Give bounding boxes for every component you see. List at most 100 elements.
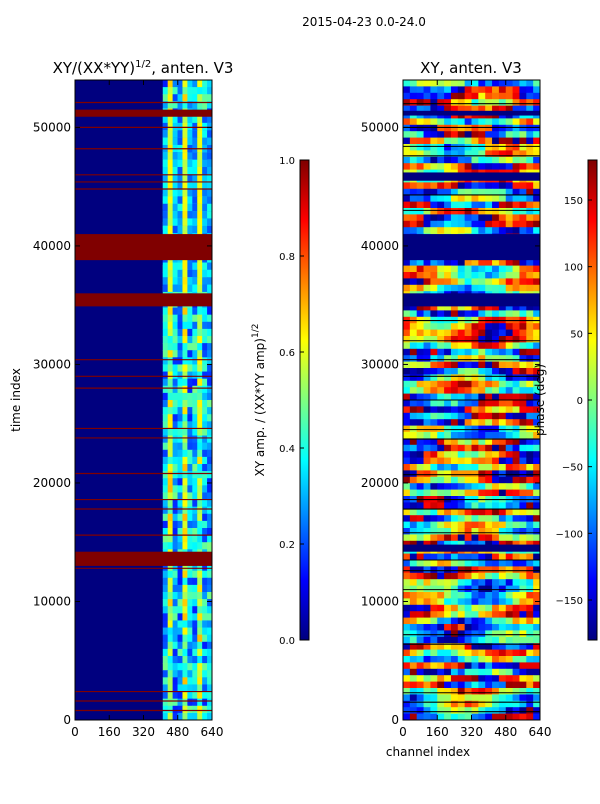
phase-heatmap-cell <box>450 611 459 618</box>
amp-heatmap-cell <box>187 563 193 572</box>
phase-heatmap-cell <box>519 592 527 599</box>
amp-heatmap-cell <box>177 528 183 536</box>
phase-heatmap-cell <box>444 272 452 279</box>
phase-heatmap-cell <box>519 368 527 375</box>
amp-heatmap-cell <box>207 606 212 614</box>
amp-heatmap-cell <box>177 269 183 278</box>
amp-heatmap-cell <box>172 528 179 536</box>
phase-heatmap-cell <box>430 137 438 145</box>
phase-heatmap-cell <box>464 553 472 561</box>
phase-heatmap-cell <box>423 195 431 202</box>
phase-heatmap-cell <box>492 195 500 202</box>
phase-heatmap-cell <box>498 483 507 490</box>
phase-heatmap-cell <box>526 534 534 542</box>
phase-heatmap-cell <box>505 470 513 478</box>
phase-heatmap-cell <box>526 521 534 529</box>
amp-heatmap-cell <box>207 570 212 579</box>
amp-heatmap-cell <box>197 189 203 197</box>
phase-heatmap-cell <box>533 470 540 478</box>
amp-heatmap-cell <box>207 321 212 330</box>
amp-heatmap-cell <box>202 464 208 472</box>
phase-heatmap-cell <box>498 681 507 689</box>
phase-heatmap-cell <box>430 265 438 273</box>
phase-heatmap-cell <box>444 451 452 458</box>
phase-heatmap-cell <box>409 707 418 714</box>
phase-heatmap-cell <box>492 508 500 516</box>
phase-heatmap-cell <box>505 508 513 516</box>
phase-heatmap-cell <box>526 284 534 292</box>
amp-heatmap-cell <box>192 577 198 586</box>
phase-heatmap-cell <box>403 259 411 266</box>
amp-y-tick-label: 50000 <box>33 120 71 134</box>
phase-heatmap-cell <box>416 528 424 535</box>
phase-heatmap-cell <box>478 220 486 228</box>
phase-heatmap-cell <box>430 348 438 356</box>
phase-heatmap-cell <box>416 412 424 420</box>
amp-heatmap-cell <box>187 284 193 292</box>
amp-heatmap-cell <box>207 528 212 536</box>
phase-heatmap-cell <box>485 387 493 394</box>
phase-heatmap-cell <box>485 278 493 286</box>
phase-heatmap-cell <box>409 713 418 720</box>
phase-heatmap-cell <box>464 214 472 222</box>
phase-heatmap-cell <box>478 540 486 548</box>
phase-heatmap-cell <box>526 438 534 446</box>
amp-heatmap-cell <box>192 634 198 643</box>
phase-heatmap-cell <box>416 560 424 567</box>
phase-heatmap-cell <box>437 144 445 151</box>
amp-heatmap-cell <box>167 364 174 373</box>
phase-heatmap-cell <box>444 611 452 618</box>
phase-heatmap-cell <box>457 118 466 126</box>
amp-heatmap-cell <box>187 122 193 131</box>
phase-heatmap-cell <box>485 643 493 650</box>
phase-heatmap-cell <box>533 694 540 702</box>
amp-heatmap-cell <box>182 656 188 664</box>
phase-heatmap-cell <box>505 579 513 586</box>
amp-heatmap-cell <box>162 641 169 650</box>
amp-heatmap-cell <box>197 328 203 337</box>
phase-heatmap-cell <box>423 278 431 286</box>
amp-heatmap-cell <box>167 196 174 204</box>
phase-heatmap-cell <box>430 451 438 458</box>
amp-heatmap-cell <box>207 478 212 486</box>
phase-heatmap-cell <box>519 451 527 458</box>
phase-heatmap-cell <box>403 508 411 516</box>
phase-heatmap-cell <box>457 675 466 682</box>
phase-heatmap-cell <box>409 201 418 209</box>
amp-heatmap-cell <box>197 656 203 664</box>
phase-heatmap-cell <box>505 636 513 644</box>
amp-heatmap-cell <box>197 277 203 285</box>
phase-heatmap-cell <box>512 304 520 311</box>
phase-heatmap-cell <box>457 80 466 87</box>
amp-heatmap-cell <box>197 321 203 330</box>
phase-heatmap-cell <box>533 131 540 138</box>
phase-heatmap-cell <box>471 336 479 343</box>
phase-heatmap-cell <box>403 131 411 138</box>
amp-heatmap-cell <box>202 189 208 197</box>
amp-heatmap-cell <box>177 542 183 550</box>
amp-heatmap-cell <box>182 277 188 285</box>
amp-heatmap-cell <box>177 328 183 337</box>
phase-heatmap-cell <box>533 611 540 618</box>
amp-heatmap-cell <box>177 115 183 123</box>
phase-heatmap-cell <box>533 668 540 676</box>
phase-heatmap-cell <box>512 534 520 542</box>
phase-heatmap-cell <box>533 348 540 356</box>
phase-heatmap-cell <box>471 604 479 612</box>
amp-heatmap-cell <box>177 181 183 190</box>
amp-heatmap-cell <box>167 656 174 664</box>
phase-heatmap-cell <box>471 585 479 593</box>
phase-heatmap-cell <box>533 662 540 670</box>
phase-heatmap-cell <box>416 451 424 458</box>
phase-heatmap-cell <box>478 566 486 574</box>
phase-heatmap-cell <box>409 137 418 145</box>
phase-heatmap-cell <box>450 483 459 490</box>
amp-heatmap-cell <box>177 641 183 650</box>
amp-heatmap-cell <box>187 400 193 408</box>
phase-heatmap-cell <box>533 374 540 382</box>
phase-heatmap-cell <box>519 508 527 516</box>
phase-heatmap-cell <box>478 521 486 529</box>
amp-heatmap-cell <box>192 599 198 607</box>
phase-heatmap-cell <box>519 144 527 151</box>
